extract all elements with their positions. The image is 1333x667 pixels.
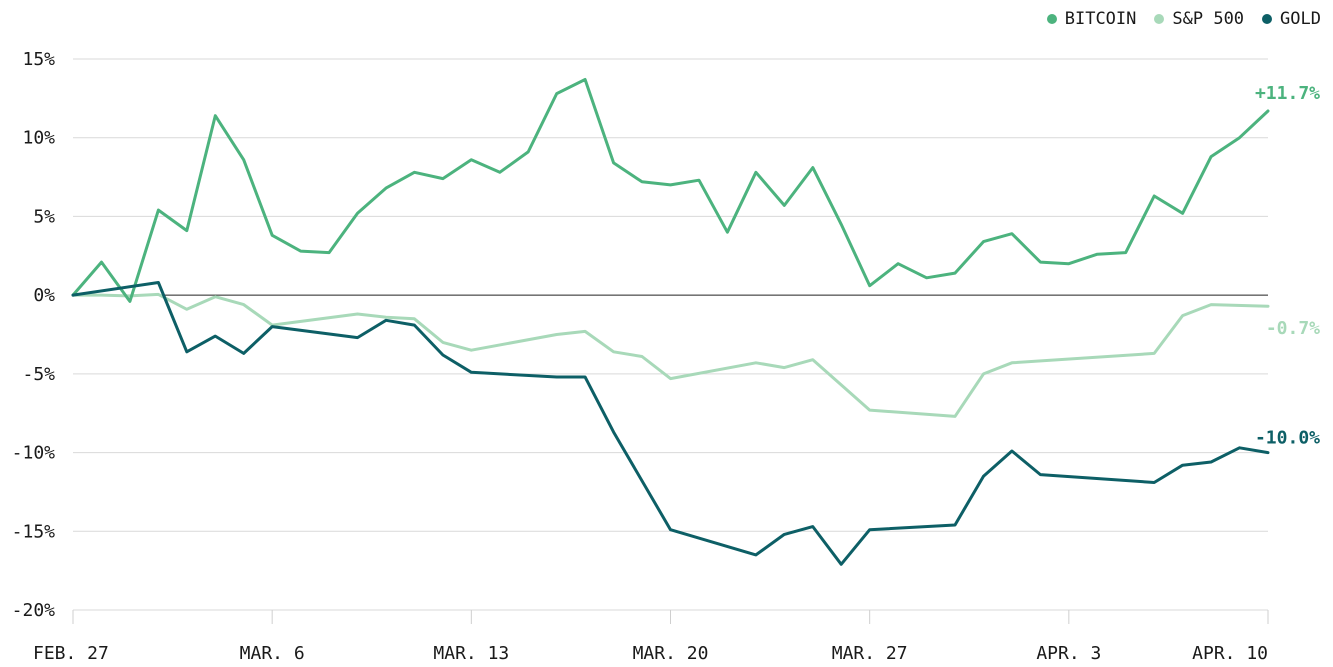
legend-dot-gold <box>1262 14 1273 24</box>
end-labels: -0.7% +11.7% -10.0% <box>1255 83 1320 449</box>
y-tick-label: 15% <box>22 49 55 70</box>
series-line-gold <box>71 281 1270 566</box>
y-tick-label: -5% <box>22 364 55 385</box>
y-tick-label: 10% <box>22 128 55 149</box>
end-label-gold: -10.0% <box>1255 428 1320 449</box>
end-label-s-p-500: -0.7% <box>1266 318 1320 339</box>
legend-dot-sp500 <box>1154 14 1165 24</box>
series-line-bitcoin <box>71 78 1270 303</box>
legend-label-sp500: S&P 500 <box>1172 9 1245 29</box>
legend-item-bitcoin: BITCOIN <box>1046 9 1137 29</box>
legend-label-gold: GOLD <box>1280 9 1321 29</box>
legend-item-gold: GOLD <box>1262 9 1321 29</box>
y-tick-label: -10% <box>12 443 56 464</box>
legend-item-sp500: S&P 500 <box>1154 9 1244 29</box>
chart-legend: BITCOIN S&P 500 GOLD <box>1046 9 1321 29</box>
end-label-bitcoin: +11.7% <box>1255 83 1320 104</box>
y-tick-label: -20% <box>12 600 56 621</box>
y-tick-label: 5% <box>33 206 55 227</box>
x-tick-label: MAR. 6 <box>240 643 305 664</box>
legend-dot-bitcoin <box>1046 14 1057 24</box>
x-axis-ticks: FEB. 27 MAR. 6 MAR. 13 MAR. 20 MAR. 27 APR. 3… <box>33 610 1269 664</box>
x-tick-label: MAR. 13 <box>433 643 509 664</box>
x-tick-label: APR. 10 <box>1192 643 1268 664</box>
legend-label-bitcoin: BITCOIN <box>1064 9 1137 29</box>
x-tick-label: MAR. 20 <box>633 643 709 664</box>
x-tick-label: FEB. 27 <box>33 643 109 664</box>
y-tick-label: 0% <box>33 285 55 306</box>
series-lines <box>71 78 1270 566</box>
x-tick-label: APR. 3 <box>1036 643 1101 664</box>
y-axis-ticks: 15% 10% 5% 0% -5% -10% -15% -20% <box>12 49 56 621</box>
y-tick-label: -15% <box>12 521 56 542</box>
x-tick-label: MAR. 27 <box>832 643 908 664</box>
series-line-s-p-500 <box>71 292 1270 418</box>
